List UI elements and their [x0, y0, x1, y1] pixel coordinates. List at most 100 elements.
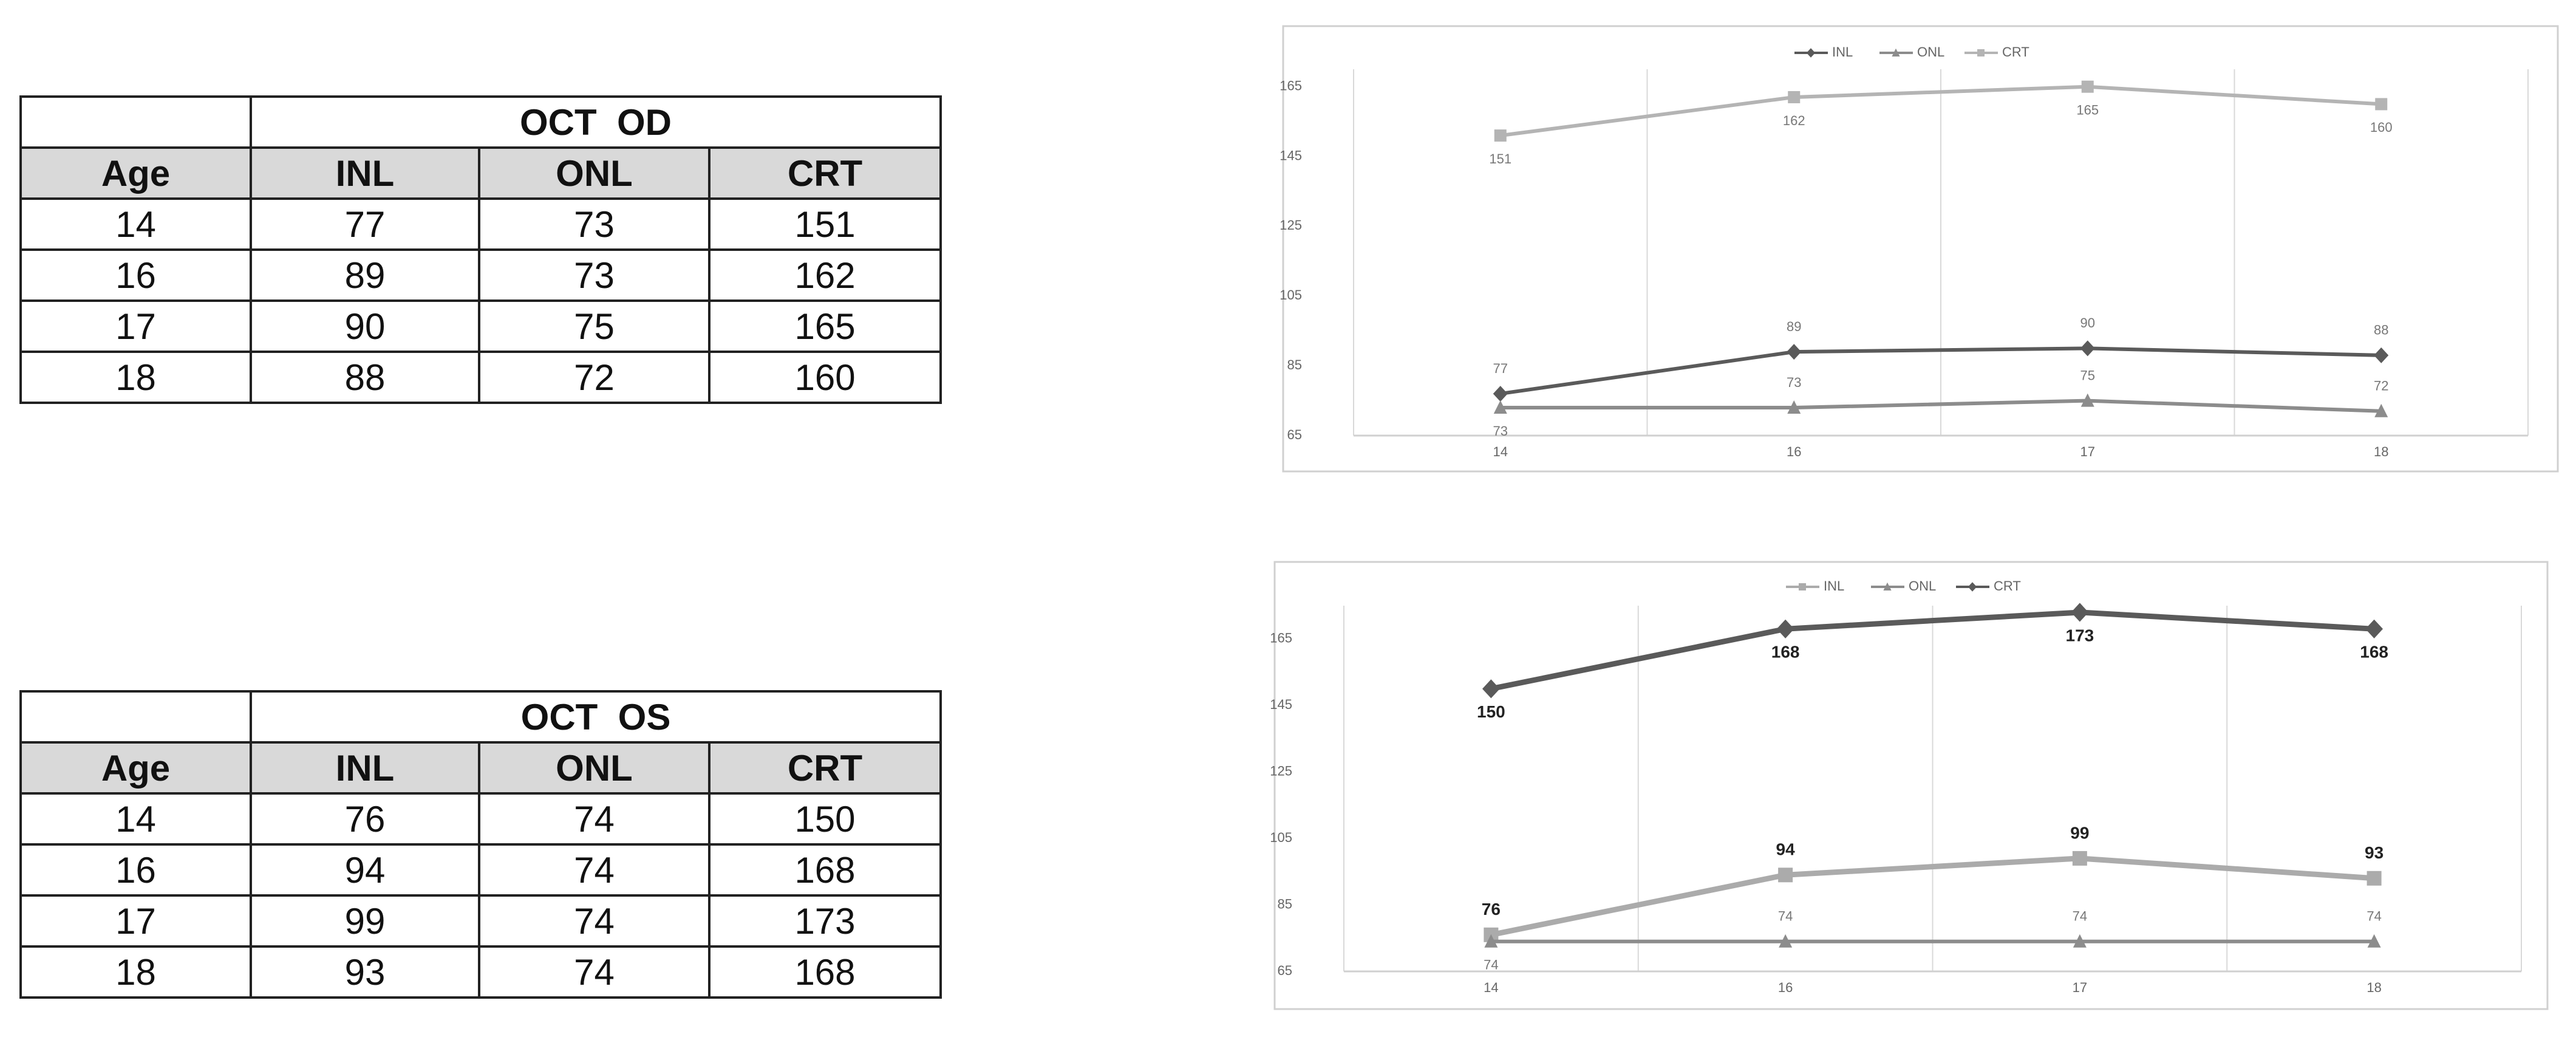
header-cell: ONL — [478, 146, 710, 200]
y-tick-label: 85 — [1278, 896, 1292, 911]
legend-label: ONL — [1909, 578, 1936, 594]
series-line — [1500, 399, 2382, 413]
cell: 74 — [478, 843, 710, 897]
table-row: 18 93 74 168 — [19, 945, 942, 999]
cell: 94 — [250, 843, 480, 897]
cell: 90 — [250, 299, 480, 353]
marker — [2072, 850, 2087, 866]
cell: 165 — [707, 299, 942, 353]
cell: 99 — [250, 894, 480, 948]
table-row: 16 89 73 162 — [19, 248, 942, 302]
cell: 160 — [707, 351, 942, 404]
data-label: 160 — [2370, 120, 2393, 135]
x-tick-label: 16 — [1778, 980, 1793, 995]
marker — [1787, 344, 1802, 360]
y-tick-label: 165 — [1270, 631, 1292, 646]
data-label: 74 — [2073, 909, 2087, 924]
marker — [1776, 619, 1794, 638]
data-label: 73 — [1493, 423, 1508, 439]
series-line — [1490, 855, 2374, 938]
empty-cell — [19, 690, 252, 744]
marker — [1788, 91, 1801, 103]
data-label: 89 — [1787, 319, 1801, 334]
cell: 150 — [708, 792, 942, 846]
marker — [2365, 619, 2383, 638]
data-label: 162 — [1783, 113, 1805, 128]
marker — [2080, 340, 2095, 357]
x-tick-label: 17 — [2073, 980, 2087, 995]
cell: 168 — [708, 843, 942, 897]
table-title: OCT OS — [250, 690, 942, 744]
series-line — [1490, 609, 2374, 692]
data-label: 165 — [2076, 103, 2099, 118]
x-tick-label: 16 — [1787, 444, 1801, 459]
data-label: 173 — [2066, 626, 2094, 645]
cell: 17 — [19, 894, 252, 948]
y-tick-label: 125 — [1270, 763, 1292, 778]
data-label: 88 — [2374, 323, 2388, 338]
marker — [1787, 400, 1801, 414]
x-tick-label: 14 — [1493, 444, 1508, 459]
series-line — [1500, 84, 2382, 138]
data-label: 90 — [2080, 315, 2095, 330]
table: OCT OS Age INL ONL CRT 14 76 74 150 16 94 74 168 17 99… — [19, 690, 942, 999]
data-label: 74 — [1778, 909, 1793, 924]
marker — [1799, 583, 1806, 590]
data-label: 150 — [1477, 702, 1505, 721]
marker — [2081, 80, 2094, 93]
data-label: 74 — [2366, 909, 2381, 924]
legend-label: CRT — [1994, 578, 2021, 594]
header-cell: INL — [250, 741, 480, 795]
header-cell: CRT — [708, 741, 942, 795]
header-cell: Age — [19, 146, 252, 200]
cell: 18 — [19, 351, 252, 404]
data-label: 93 — [2365, 843, 2383, 862]
table-row: 14 76 74 150 — [19, 792, 942, 846]
data-label: 77 — [1493, 361, 1508, 376]
marker — [1806, 48, 1816, 58]
x-tick-label: 18 — [2374, 444, 2388, 459]
cell: 75 — [478, 299, 710, 353]
marker — [1892, 48, 1900, 56]
cell: 72 — [478, 351, 710, 404]
data-label: 168 — [1771, 643, 1800, 662]
data-label: 72 — [2374, 378, 2388, 394]
y-tick-label: 65 — [1287, 427, 1302, 442]
data-label: 76 — [1482, 900, 1501, 919]
cell: 162 — [707, 248, 942, 302]
data-label: 94 — [1776, 840, 1796, 859]
header-row: Age INL ONL CRT — [19, 741, 942, 795]
y-tick-label: 145 — [1270, 697, 1292, 712]
y-tick-label: 105 — [1279, 287, 1302, 303]
cell: 18 — [19, 945, 252, 999]
table-row: 17 99 74 173 — [19, 894, 942, 948]
marker — [2071, 603, 2089, 622]
data-label: 74 — [1484, 957, 1498, 973]
table-row: 14 77 73 151 — [19, 197, 942, 251]
y-tick-label: 145 — [1279, 148, 1302, 163]
title-row: OCT OD — [19, 95, 942, 149]
cell: 74 — [478, 894, 710, 948]
table-row: 16 94 74 168 — [19, 843, 942, 897]
marker — [1484, 934, 1498, 948]
marker — [1883, 582, 1892, 590]
header-cell: CRT — [707, 146, 942, 200]
data-label: 168 — [2360, 643, 2388, 662]
cell: 77 — [250, 197, 480, 251]
table-row: 17 90 75 165 — [19, 299, 942, 353]
cell: 14 — [19, 197, 252, 251]
marker — [1968, 582, 1977, 592]
cell: 93 — [250, 945, 480, 999]
cell: 14 — [19, 792, 252, 846]
marker — [2374, 403, 2388, 417]
cell: 89 — [250, 248, 480, 302]
cell: 151 — [707, 197, 942, 251]
marker — [1493, 400, 1507, 414]
legend-label: ONL — [1917, 44, 1944, 60]
marker — [1778, 868, 1793, 883]
marker — [2367, 934, 2381, 948]
x-tick-label: 18 — [2366, 980, 2381, 995]
y-tick-label: 105 — [1270, 830, 1292, 845]
